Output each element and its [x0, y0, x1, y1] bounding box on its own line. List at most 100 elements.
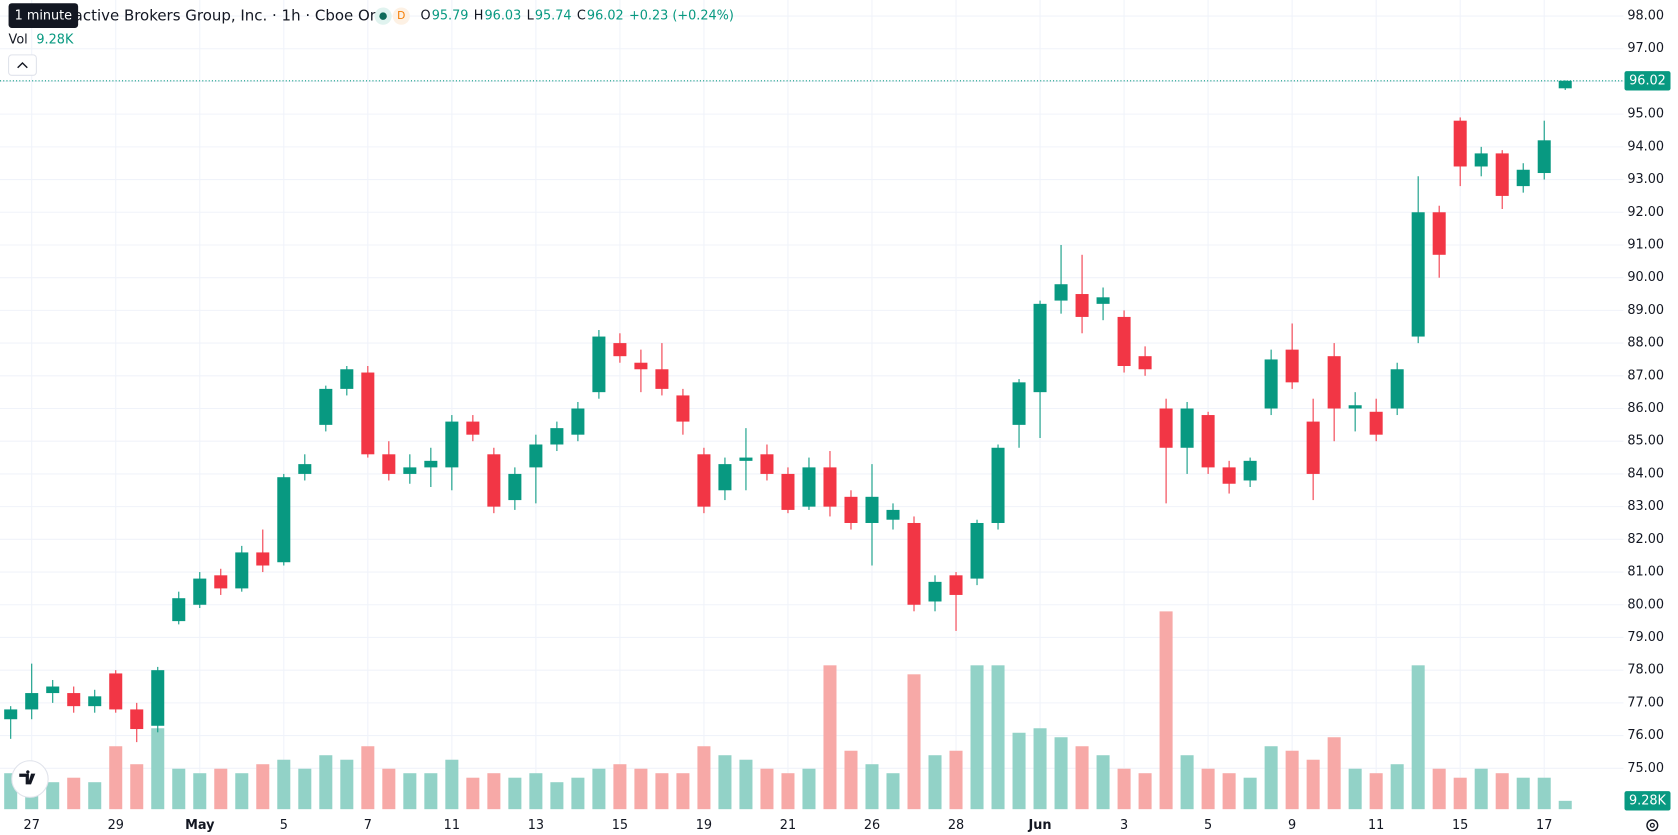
candle-body — [46, 686, 60, 694]
volume-bar — [760, 768, 774, 810]
x-tick-label: 3 — [1120, 818, 1128, 833]
candle-body — [1012, 382, 1026, 425]
ohlc-value: 96.03 — [485, 9, 522, 24]
volume-bar — [1495, 773, 1509, 810]
volume-bar — [1411, 665, 1425, 810]
x-tick-label: 15 — [612, 818, 628, 833]
candle-body — [193, 578, 207, 605]
ohlc-value: 95.74 — [535, 9, 572, 24]
candle-body — [361, 372, 375, 455]
volume-bar — [781, 773, 795, 810]
candle-body — [928, 581, 942, 602]
y-tick-label: 82.00 — [1627, 532, 1664, 547]
x-tick-label: 21 — [780, 818, 796, 833]
volume-bar — [613, 764, 627, 810]
candle-body — [865, 496, 879, 523]
volume-bar — [1306, 759, 1320, 810]
candle-body — [382, 454, 396, 474]
y-tick-label: 94.00 — [1627, 139, 1664, 154]
x-tick-label: 29 — [108, 818, 124, 833]
volume-bar — [403, 773, 417, 810]
volume-bar — [1369, 773, 1383, 810]
candle-body — [319, 388, 333, 425]
interval-badge-bg — [392, 7, 410, 25]
candle-body — [1033, 303, 1047, 393]
candle-body — [1306, 421, 1320, 474]
volume-bar — [928, 755, 942, 810]
volume-bar — [865, 764, 879, 810]
y-tick-label: 76.00 — [1627, 728, 1664, 743]
candle-body — [67, 693, 81, 707]
candle-body — [1096, 297, 1110, 304]
candle-body — [1201, 415, 1215, 468]
volume-bar — [949, 750, 963, 810]
logo — [19, 770, 36, 785]
ohlc-value: 96.02 — [587, 9, 624, 24]
y-tick-label: 93.00 — [1627, 172, 1664, 187]
symbol-title[interactable]: Interactive Brokers Group, Inc. · 1h · C… — [39, 7, 389, 25]
candle-body — [1159, 408, 1173, 448]
candle-body — [1075, 294, 1089, 317]
volume-bar — [445, 759, 459, 810]
volume-bar — [1453, 777, 1467, 810]
y-tick-label: 83.00 — [1627, 499, 1664, 514]
volume-bar — [991, 665, 1005, 810]
candle-body — [571, 408, 585, 435]
candle-body — [781, 473, 795, 510]
volume-bar — [424, 773, 438, 810]
candle-body — [1390, 369, 1404, 409]
volume-bar — [1327, 737, 1341, 810]
y-tick-label: 80.00 — [1627, 597, 1664, 612]
candle-body — [1264, 359, 1278, 409]
y-tick-label: 84.00 — [1627, 466, 1664, 481]
candle-body — [718, 464, 732, 491]
volume-bar — [193, 773, 207, 810]
volume-bar — [361, 746, 375, 810]
collapse-button[interactable] — [8, 54, 37, 76]
volume-bar — [1558, 800, 1572, 810]
volume-bar — [1033, 728, 1047, 810]
volume-bar — [1432, 768, 1446, 810]
price-change: +0.23 (+0.24%) — [629, 9, 734, 24]
volume-bar — [1096, 755, 1110, 810]
volume-bar — [1180, 755, 1194, 810]
volume-bar — [1264, 746, 1278, 810]
volume-bar — [256, 764, 270, 810]
x-tick-label: 17 — [1536, 818, 1552, 833]
y-tick-label: 87.00 — [1627, 368, 1664, 383]
volume-bar — [718, 755, 732, 810]
settings-icon-center — [1649, 822, 1655, 828]
tooltip: 1 minute — [15, 9, 73, 24]
candle-body — [907, 522, 921, 605]
volume-bar — [550, 782, 564, 810]
candle-body — [487, 454, 501, 507]
candle-body — [298, 464, 312, 474]
y-tick-label: 86.00 — [1627, 401, 1664, 416]
volume-bar — [1243, 777, 1257, 810]
y-tick-label: 92.00 — [1627, 205, 1664, 220]
y-tick-label: 85.00 — [1627, 434, 1664, 449]
candle-body — [466, 421, 480, 435]
volume-bar — [802, 768, 816, 810]
volume-bar — [1201, 768, 1215, 810]
ohlc-key: L — [527, 9, 535, 24]
volume-bar — [1159, 611, 1173, 810]
volume-bar — [1075, 746, 1089, 810]
candle-body — [886, 509, 900, 520]
y-tick-label: 78.00 — [1627, 663, 1664, 678]
collapse-icon — [17, 61, 28, 69]
candle-body — [172, 598, 186, 622]
candle-body — [1285, 349, 1299, 383]
candle-body — [109, 673, 123, 710]
settings-icon[interactable] — [1646, 819, 1659, 832]
y-tick-label: 77.00 — [1627, 695, 1664, 710]
volume-bar — [130, 764, 144, 810]
volume-bar — [1516, 777, 1530, 810]
candle-body — [529, 444, 543, 468]
candle-body — [970, 522, 984, 579]
x-tick-label: 26 — [864, 818, 880, 833]
volume-bar — [655, 773, 669, 810]
volume-bar — [382, 768, 396, 810]
volume-bar — [319, 755, 333, 810]
